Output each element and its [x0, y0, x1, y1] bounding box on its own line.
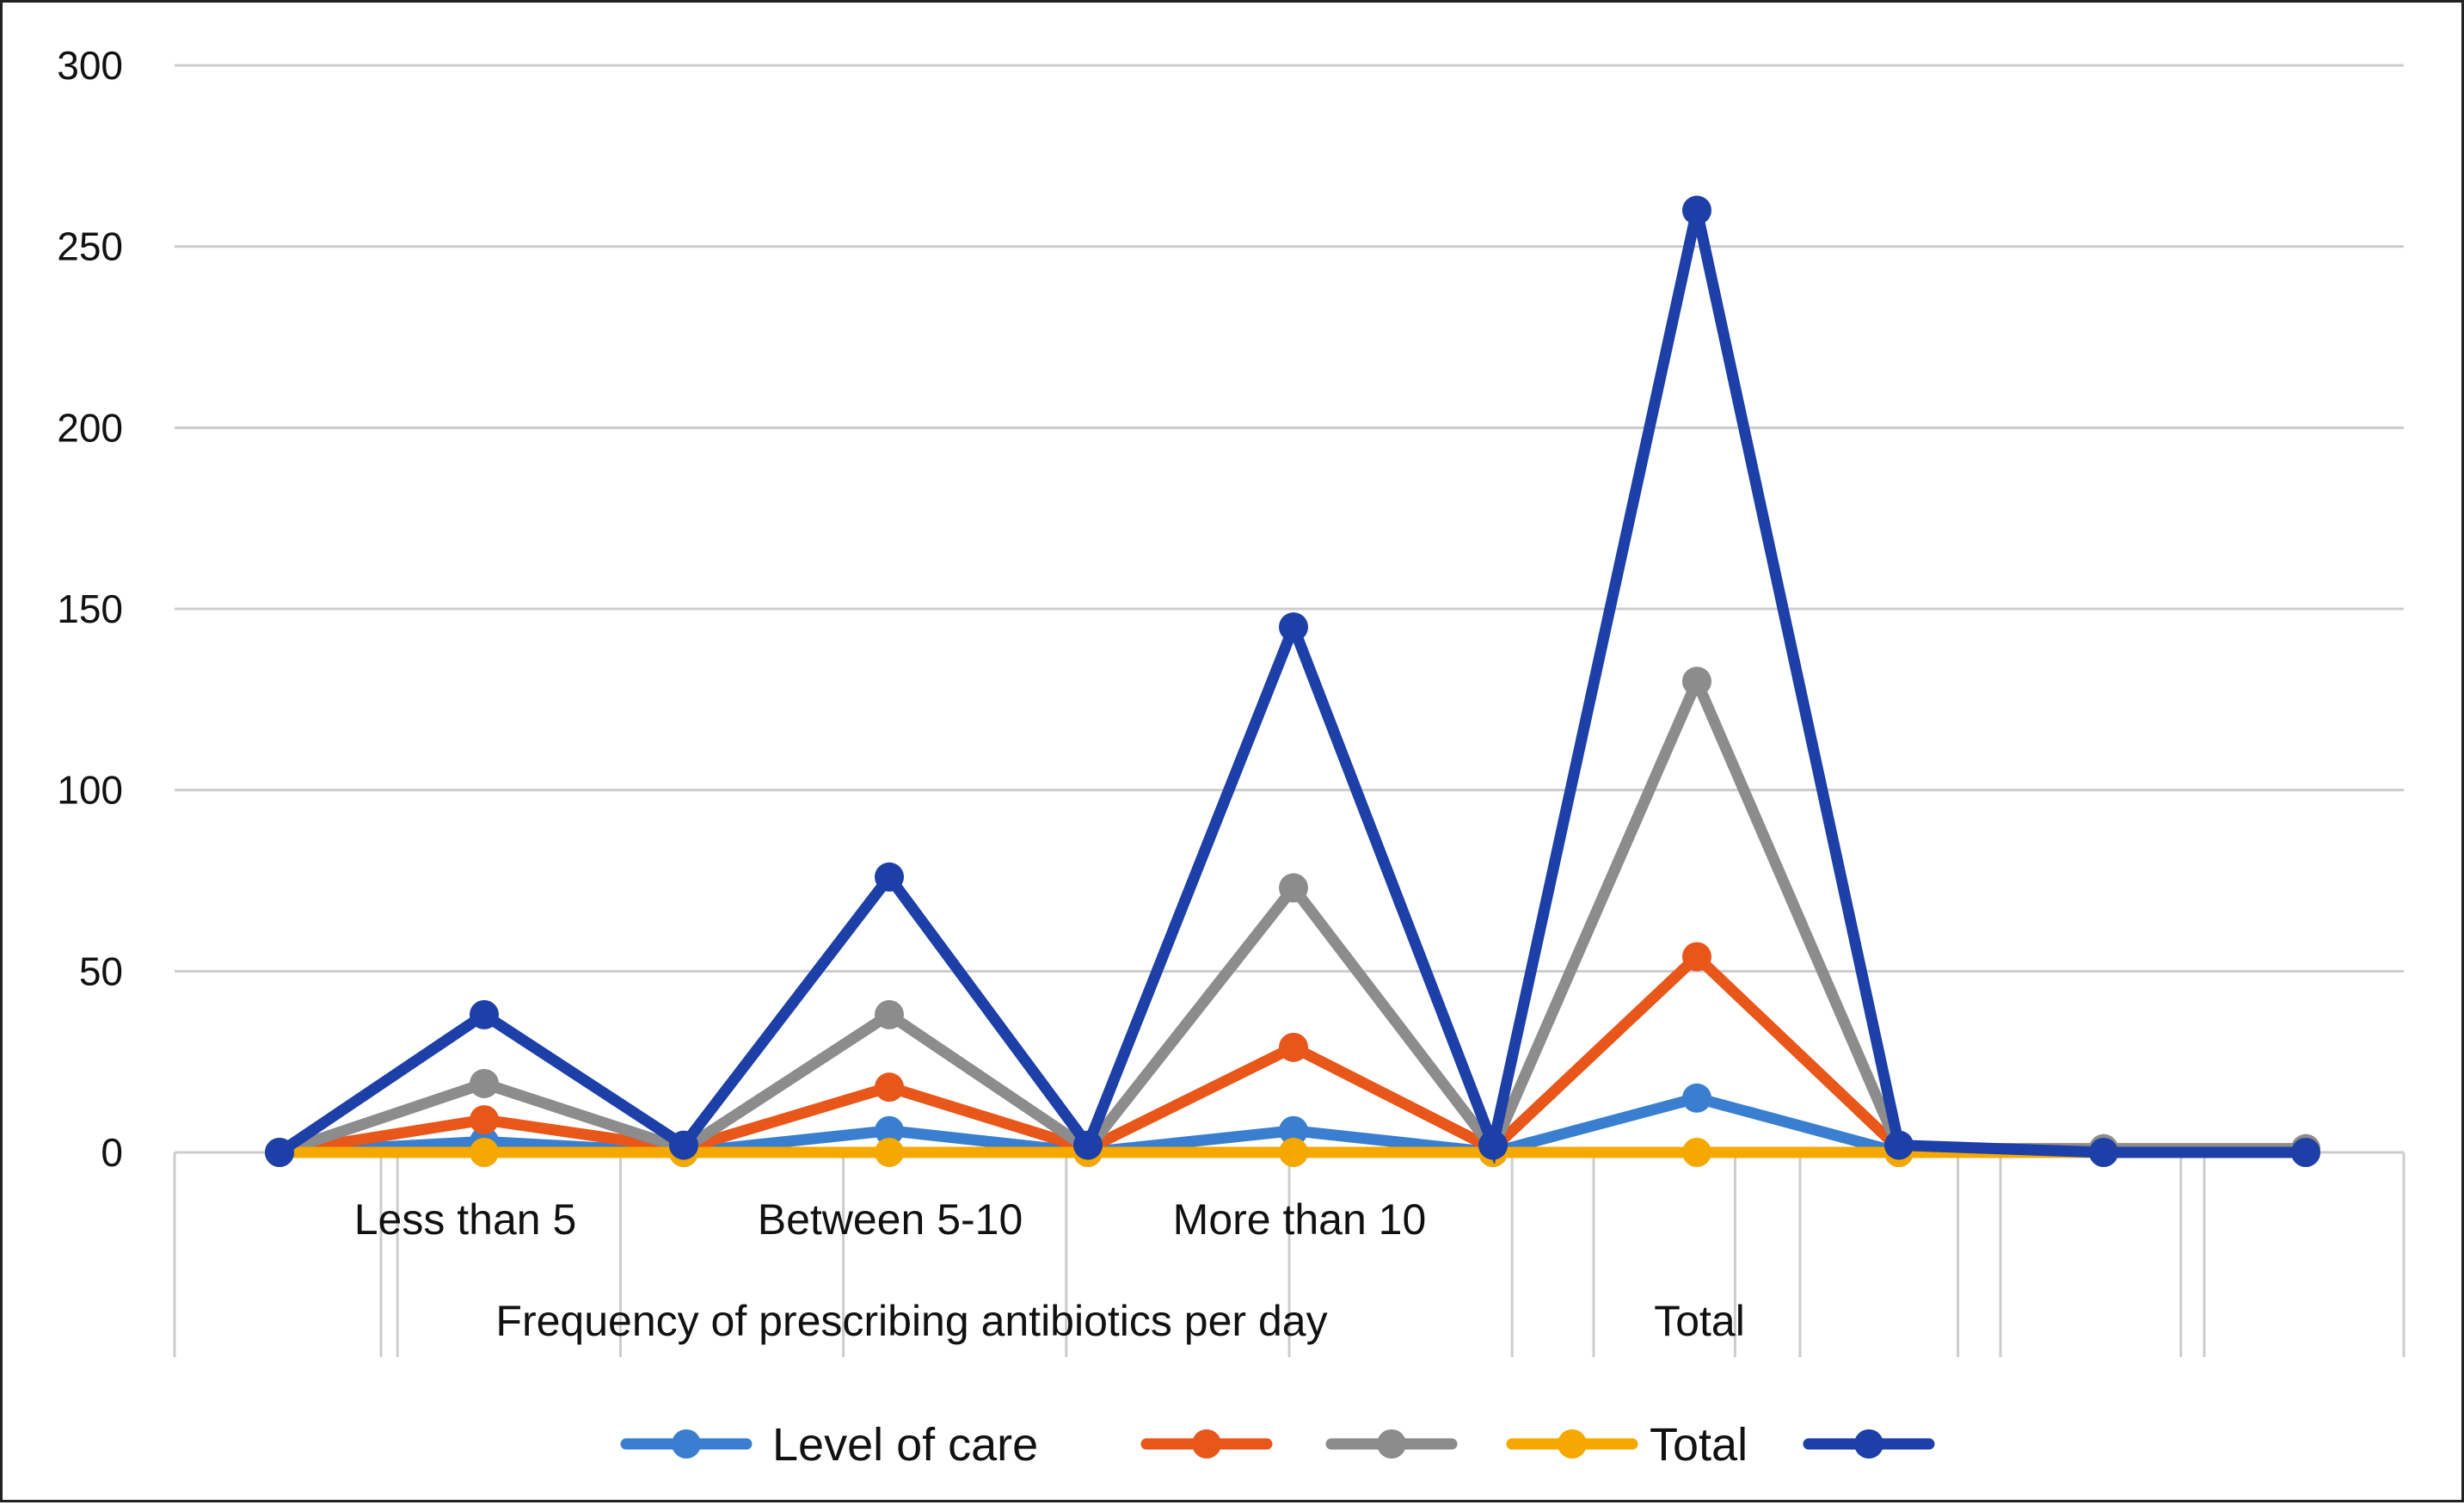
data-point	[2089, 1138, 2118, 1167]
line-chart: 0 50 100 150 200 250 300 Less than 5 Between 5-…	[57, 43, 2406, 1471]
data-point	[1682, 942, 1711, 972]
data-point	[1279, 1115, 1308, 1146]
data-point	[470, 999, 499, 1029]
y-tick-label: 250	[57, 224, 123, 269]
category-label: Frequency of prescribing antibiotics per…	[495, 1297, 1327, 1345]
data-point	[1279, 873, 1308, 903]
axes	[173, 1152, 2406, 1357]
y-tick-label: 300	[57, 43, 123, 88]
y-tick-label: 150	[57, 587, 123, 631]
legend-label: Level of care	[772, 1419, 1038, 1471]
series-unnamed-2	[265, 666, 2320, 1167]
data-point	[1682, 1138, 1711, 1167]
data-point	[1279, 1032, 1308, 1062]
data-point	[1884, 1130, 1914, 1160]
data-point	[470, 1138, 499, 1167]
data-point	[1682, 1083, 1711, 1113]
legend-entry	[1803, 1429, 1935, 1459]
y-tick-labels: 0 50 100 150 200 250 300	[57, 43, 123, 1175]
y-tick-label: 100	[57, 768, 123, 813]
data-point	[875, 999, 904, 1029]
category-label: Less than 5	[354, 1195, 577, 1244]
legend-entry: Level of care	[620, 1419, 1038, 1471]
legend-label: Total	[1650, 1419, 1748, 1471]
series-lines	[265, 195, 2320, 1167]
y-tick-label: 200	[57, 405, 123, 450]
data-point	[265, 1138, 294, 1167]
data-point	[1279, 612, 1308, 642]
data-point	[875, 1115, 904, 1146]
legend-swatch-marker	[1377, 1429, 1406, 1459]
data-point	[875, 862, 904, 892]
legend-swatch-marker	[1854, 1429, 1883, 1459]
legend-entry: Total	[1506, 1419, 1748, 1471]
data-point	[1073, 1130, 1103, 1160]
category-labels: Less than 5 Between 5-10 More than 10 Frequ…	[354, 1195, 1745, 1345]
data-point	[470, 1068, 499, 1098]
data-point	[875, 1138, 904, 1167]
category-label: Between 5-10	[758, 1195, 1023, 1244]
data-point	[1279, 1138, 1308, 1167]
category-label: More than 10	[1173, 1195, 1427, 1244]
data-point	[1682, 666, 1711, 697]
category-label: Total	[1654, 1297, 1745, 1345]
gridlines	[175, 64, 2404, 1154]
legend: Level of care Total	[620, 1419, 1935, 1471]
legend-swatch-marker	[672, 1429, 701, 1459]
legend-swatch-marker	[1192, 1429, 1221, 1459]
data-point	[1682, 195, 1711, 225]
y-tick-label: 0	[101, 1130, 123, 1175]
series-unnamed-4	[265, 195, 2320, 1167]
series-line	[273, 209, 2312, 1165]
data-point	[1478, 1130, 1508, 1160]
data-point	[2291, 1138, 2320, 1167]
data-point	[669, 1130, 698, 1160]
legend-entry	[1325, 1429, 1458, 1459]
legend-entry	[1140, 1429, 1273, 1459]
legend-swatch-marker	[1558, 1429, 1587, 1459]
data-point	[470, 1105, 499, 1135]
data-point	[875, 1072, 904, 1103]
y-tick-label: 50	[79, 949, 123, 993]
